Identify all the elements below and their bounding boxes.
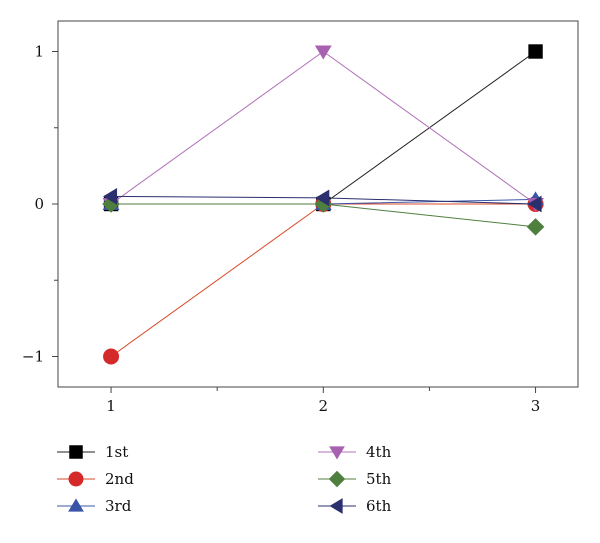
legend-label: 6th bbox=[366, 497, 392, 515]
y-tick-label: 1 bbox=[34, 43, 44, 61]
legend-item-2nd: 2nd bbox=[57, 470, 134, 488]
legend-label: 2nd bbox=[105, 470, 134, 488]
legend-marker bbox=[69, 445, 83, 459]
legend-item-5th: 5th bbox=[318, 470, 392, 488]
legend-label: 4th bbox=[366, 443, 392, 461]
legend-item-6th: 6th bbox=[318, 497, 392, 515]
legend-label: 3rd bbox=[105, 497, 132, 515]
series-2nd bbox=[103, 196, 544, 365]
legend-label: 1st bbox=[105, 443, 128, 461]
axes: 1 2 3 −1 0 1 bbox=[22, 43, 540, 416]
series-4th bbox=[102, 45, 544, 212]
series-6th bbox=[103, 187, 542, 213]
data-point-6th bbox=[315, 189, 330, 207]
legend-marker bbox=[68, 498, 84, 512]
data-point-2nd bbox=[103, 348, 120, 365]
legend: 1st 2nd 3rd 4th 5th 6th bbox=[57, 443, 392, 515]
legend-marker bbox=[328, 470, 346, 488]
legend-marker bbox=[329, 446, 345, 460]
series-1st bbox=[103, 44, 543, 212]
series-line-1st bbox=[111, 51, 536, 205]
legend-item-4th: 4th bbox=[318, 443, 392, 461]
legend-item-1st: 1st bbox=[57, 443, 128, 461]
x-tick-label: 1 bbox=[106, 397, 116, 415]
y-tick-label: 0 bbox=[34, 195, 44, 213]
data-point-6th bbox=[103, 187, 118, 205]
y-tick-label: −1 bbox=[22, 348, 44, 366]
series-layer bbox=[102, 44, 545, 365]
data-point-6th bbox=[527, 195, 542, 213]
legend-marker bbox=[329, 498, 343, 514]
series-line-2nd bbox=[110, 203, 536, 357]
data-point-4th bbox=[314, 45, 332, 60]
data-point-1st bbox=[528, 44, 543, 59]
legend-item-3rd: 3rd bbox=[57, 497, 132, 515]
data-point-5th bbox=[526, 218, 545, 236]
x-tick-label: 2 bbox=[319, 397, 329, 415]
series-line-4th bbox=[110, 50, 536, 205]
legend-marker bbox=[68, 471, 84, 487]
x-tick-label: 3 bbox=[531, 397, 541, 415]
legend-label: 5th bbox=[366, 470, 392, 488]
